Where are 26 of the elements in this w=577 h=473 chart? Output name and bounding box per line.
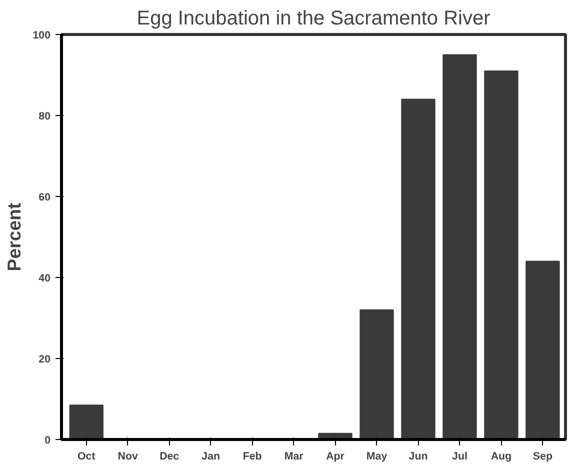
- y-tick-label: 20: [38, 354, 51, 366]
- x-tick-label: May: [366, 450, 388, 462]
- bar: [484, 70, 518, 440]
- x-tick-label: Mar: [284, 450, 304, 462]
- x-tick-label: Sep: [532, 450, 553, 462]
- x-tick-label: Apr: [326, 450, 344, 462]
- y-axis-title: Percent: [4, 202, 25, 272]
- bar: [69, 404, 104, 440]
- y-tick-label: 80: [38, 110, 51, 122]
- x-tick-label: Oct: [78, 450, 96, 462]
- x-tick-label: Feb: [242, 450, 262, 462]
- x-tick-label: Dec: [160, 450, 180, 462]
- x-tick-label: Aug: [490, 450, 512, 462]
- chart-title: Egg Incubation in the Sacramento River: [136, 8, 491, 30]
- x-tick-label: Jul: [452, 450, 468, 462]
- y-tick-label: 60: [38, 192, 51, 204]
- x-tick-label: Nov: [118, 450, 138, 462]
- bar: [526, 260, 560, 440]
- x-tick-label: Jun: [408, 450, 428, 462]
- bar: [401, 98, 436, 440]
- y-tick-label: 0: [44, 434, 51, 446]
- bar: [360, 309, 394, 440]
- y-tick-label: 100: [32, 30, 51, 42]
- x-tick-label: Jan: [202, 450, 220, 462]
- y-tick-label: 40: [38, 272, 51, 284]
- bar: [442, 54, 477, 440]
